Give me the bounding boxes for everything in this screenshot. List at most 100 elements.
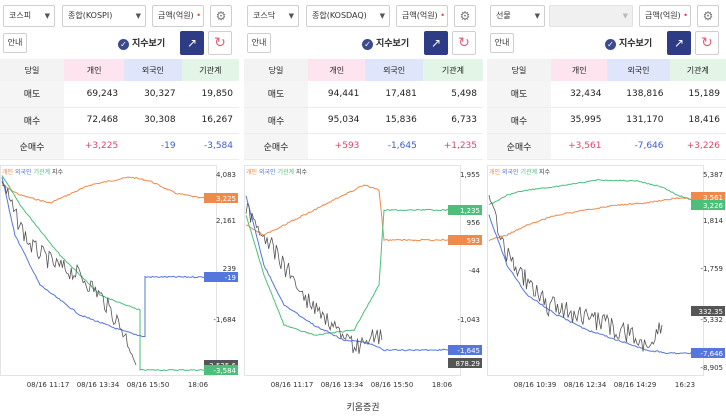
individual-series-line [1, 176, 216, 204]
filter-row: 코스피 ▼ 종합(KOSPI) ▼ 금액(억원) • ⚙ [0, 5, 239, 27]
index-select[interactable]: 종합(KOSPI) ▼ [62, 5, 146, 27]
guide-button[interactable]: 안내 [490, 33, 514, 53]
sell-individual: 69,243 [64, 81, 125, 108]
badge-value: 332.35 [699, 308, 724, 316]
y-tick-label: 956 [467, 219, 481, 227]
chart-view-button[interactable]: ↗ [424, 31, 448, 55]
buy-foreign: 131,170 [607, 107, 670, 134]
market-select[interactable]: 코스피 ▼ [3, 5, 55, 27]
gear-icon[interactable]: ⚙ [210, 5, 232, 27]
plot-area [487, 165, 704, 376]
header-date: 당일 [0, 59, 64, 81]
y-tick-label: -44 [469, 267, 481, 275]
market-select[interactable]: 선물 ▼ [490, 5, 545, 27]
toolbar-row: 안내 ✓ 지수보기 ↗ ↻ [0, 31, 239, 56]
index-toggle-checkbox[interactable]: ✓ 지수보기 [362, 36, 409, 50]
table-row: 매수 72,468 30,308 16,267 [0, 107, 239, 134]
kospi-panel: 코스피 ▼ 종합(KOSPI) ▼ 금액(억원) • ⚙ 안내 ✓ 지수보기 ↗ ↻ … [0, 0, 239, 392]
chart-legend: 개인 외국인 기관계 지수 [489, 167, 550, 176]
table-row: 매도 94,441 17,481 5,498 [244, 81, 483, 108]
chart-view-button[interactable]: ↗ [180, 31, 204, 55]
badge-value: -19 [225, 274, 236, 282]
chart-view-button[interactable]: ↗ [667, 31, 691, 55]
gear-icon[interactable]: ⚙ [697, 5, 719, 27]
flow-chart: 1,955 956 -44 -1,043 1,235 593 -1,645 878.29 08/… [244, 165, 483, 392]
sell-institution: 5,498 [422, 81, 483, 108]
header-date: 당일 [487, 59, 551, 81]
chevron-down-icon: ▼ [379, 12, 385, 20]
index-series-line [245, 202, 383, 354]
net-institution: +3,226 [669, 133, 726, 160]
index-select[interactable]: 종합(KOSDAQ) ▼ [306, 5, 390, 27]
table-row: 매도 32,434 138,816 15,189 [487, 81, 726, 108]
line-chart-icon: ↗ [430, 36, 442, 50]
badge-institution: -3,584 [204, 365, 238, 375]
required-dot-icon: • [193, 11, 201, 20]
refresh-button[interactable]: ↻ [695, 31, 719, 55]
buy-foreign: 30,308 [124, 107, 182, 134]
refresh-button[interactable]: ↻ [452, 31, 476, 55]
row-label-sell: 매도 [487, 81, 551, 108]
legend-foreign: 외국인 [14, 169, 32, 176]
unit-select[interactable]: 금액(억원) • [396, 5, 448, 27]
badge-value: 593 [467, 237, 480, 245]
index-toggle-checkbox[interactable]: ✓ 지수보기 [118, 36, 165, 50]
badge-bg [691, 348, 725, 358]
index-toggle-label: 지수보기 [619, 39, 653, 49]
guide-button[interactable]: 안내 [3, 33, 27, 53]
unit-select[interactable]: 금액(억원) • [639, 5, 691, 27]
guide-button[interactable]: 안내 [247, 33, 271, 53]
badge-institution: 3,226 [691, 200, 725, 210]
chevron-down-icon: ▼ [288, 12, 294, 20]
x-tick-label: 08/16 10:39 [514, 381, 557, 389]
badge-institution: 1,235 [448, 205, 482, 215]
y-tick-label: 5,387 [703, 171, 723, 179]
x-tick-label: 08/16 11:17 [27, 381, 70, 389]
index-toggle-label: 지수보기 [132, 39, 166, 49]
badge-index: 878.29 [448, 358, 482, 368]
futures-panel: 선물 ▼ ▼ 금액(억원) • ⚙ 안내 ✓ 지수보기 ↗ ↻ 당일 개인 외국인 … [487, 0, 726, 392]
x-tick-label: 16:23 [675, 381, 695, 389]
y-tick-label: 2,161 [216, 217, 236, 225]
badge-value: 878.29 [456, 360, 481, 368]
badge-individual: 593 [448, 235, 482, 245]
refresh-button[interactable]: ↻ [208, 31, 232, 55]
x-tick-label: 18:06 [432, 381, 453, 389]
legend-index: 지수 [538, 169, 550, 176]
legend-individual: 개인 [246, 169, 258, 176]
check-icon: ✓ [362, 39, 373, 50]
check-icon: ✓ [118, 39, 129, 50]
net-individual: +3,561 [551, 133, 608, 160]
y-tick-label: -1,759 [700, 265, 723, 273]
net-individual: +593 [308, 133, 366, 160]
y-tick-label: 4,083 [216, 171, 236, 179]
flow-chart: 4,0832,161239-1,6843,225-192,525.6-3,584… [0, 165, 239, 392]
chevron-down-icon: ▼ [135, 12, 141, 20]
line-chart-icon: ↗ [673, 36, 685, 50]
net-institution: +1,235 [422, 133, 483, 160]
market-select[interactable]: 코스닥 ▼ [247, 5, 299, 27]
badge-index: 332.35 [691, 306, 725, 316]
flow-chart: 5,387 1,814 -1,759 -5,332 -8,905 3,561 3,226 33… [487, 165, 726, 392]
net-institution: -3,584 [181, 133, 239, 160]
row-label-net: 순매수 [244, 133, 308, 160]
gear-icon[interactable]: ⚙ [454, 5, 476, 27]
sell-individual: 94,441 [308, 81, 366, 108]
header-foreign: 외국인 [124, 59, 182, 81]
individual-series-line [245, 184, 460, 242]
index-toggle-checkbox[interactable]: ✓ 지수보기 [605, 36, 652, 50]
unit-select[interactable]: 금액(억원) • [152, 5, 204, 27]
legend-institution: 기관계 [277, 169, 295, 176]
buy-foreign: 15,836 [365, 107, 423, 134]
row-label-buy: 매수 [487, 107, 551, 134]
legend-index: 지수 [295, 169, 307, 176]
header-foreign: 외국인 [607, 59, 670, 81]
row-label-net: 순매수 [0, 133, 64, 160]
sell-institution: 15,189 [669, 81, 726, 108]
badge-value: -3,584 [213, 367, 236, 375]
badge-bg [691, 306, 725, 316]
foreign-series-line [245, 195, 460, 352]
market-select-value: 선물 [496, 11, 511, 20]
chevron-down-icon: ▼ [622, 12, 628, 20]
